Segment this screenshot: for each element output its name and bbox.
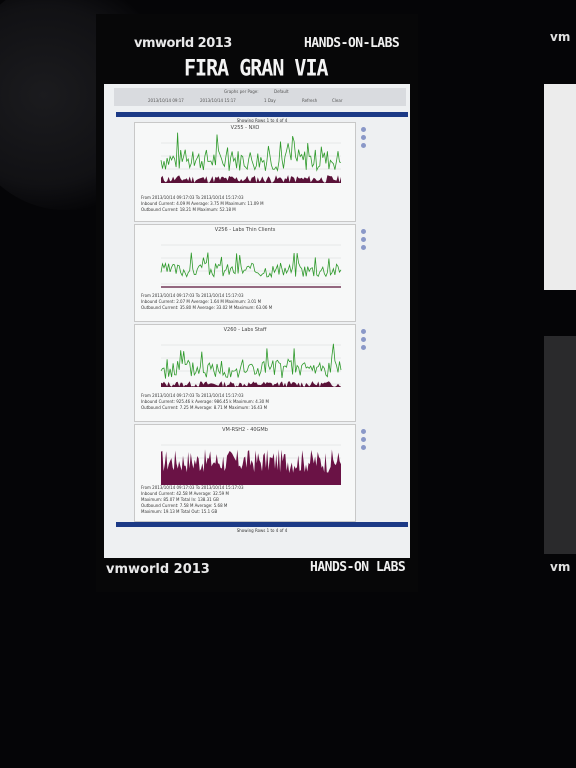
graph-3-plot	[160, 343, 342, 387]
graph-3-range: From 2013/10/14 09:17:03 To 2013/10/14 1…	[141, 393, 244, 398]
graph-2-legend-outbound: Outbound Current: 35.80 M Average: 33.02…	[141, 305, 273, 310]
graph-2-actions[interactable]	[361, 229, 369, 253]
graph-icon[interactable]	[361, 345, 366, 350]
graph-3-outbound-area	[161, 381, 341, 387]
graph-panel-4: VM-RSH2 - 40GMb From 2013/10/14 09:17:03…	[134, 424, 366, 522]
csv-icon[interactable]	[361, 237, 366, 242]
graph-3-legend-inbound: Inbound Current: 925.46 k Average: 986.4…	[141, 399, 269, 404]
showing-rows-bottom: Showing Rows 1 to 4 of 4	[236, 528, 288, 533]
graph-4-traffic-area	[161, 449, 341, 485]
zoom-icon[interactable]	[361, 229, 366, 234]
graph-icon[interactable]	[361, 143, 366, 148]
graph-icon[interactable]	[361, 245, 366, 250]
graph-4-plot	[161, 444, 341, 485]
cacti-graph-screen: Graphs per Page: Default 2013/10/14 09:1…	[104, 84, 410, 558]
graph-3-inbound-line	[160, 343, 342, 379]
graph-title-4: VM-RSH2 - 40GMb	[222, 427, 268, 433]
clear-button[interactable]: Clear	[332, 98, 343, 103]
adjacent-screen-top	[544, 84, 576, 290]
vm-logo-right-bottom: vm	[550, 560, 571, 574]
graph-4-range: From 2013/10/14 09:17:03 To 2013/10/14 1…	[141, 485, 244, 490]
graph-2-plot	[160, 244, 342, 288]
graph-2-legend-inbound: Inbound Current: 2.07 M Average: 1.64 M …	[141, 299, 262, 304]
csv-icon[interactable]	[361, 135, 366, 140]
zoom-icon[interactable]	[361, 329, 366, 334]
timespan-select[interactable]: 1 Day	[264, 98, 276, 103]
graph-1-plot	[160, 132, 342, 183]
vmworld-logo-bottom: vmworld 2013	[106, 562, 210, 577]
csv-icon[interactable]	[361, 337, 366, 342]
graph-title-3: V260 - Labs Staff	[223, 327, 267, 333]
showing-rows-top: Showing Rows 1 to 4 of 4	[236, 118, 288, 123]
graph-3-actions[interactable]	[361, 329, 369, 353]
refresh-button[interactable]: Refresh	[302, 98, 318, 103]
graphs-per-page-label: Graphs per Page:	[224, 89, 259, 94]
adjacent-screen-bottom	[544, 336, 576, 554]
graph-2-inbound-line	[160, 252, 342, 279]
graph-4-legend-line-1: Inbound Current: 42.58 M Average: 32.59 …	[141, 491, 229, 496]
from-date-input[interactable]: 2013/10/14 09:17	[148, 98, 184, 103]
graph-title-2: V256 - Labs Thin Clients	[214, 227, 276, 233]
graph-1-actions[interactable]	[361, 127, 369, 151]
graph-4-legend-line-4: Maximum: 19.13 M Total Out: 15.1 GB	[141, 509, 218, 514]
graph-panel-2: V256 - Labs Thin Clients From 2013/10/14…	[134, 224, 366, 322]
vm-logo-right-top: vm	[550, 30, 571, 44]
venue-title: FIRA GRAN VIA	[184, 54, 329, 82]
csv-icon[interactable]	[361, 437, 366, 442]
graph-2-range: From 2013/10/14 09:17:03 To 2013/10/14 1…	[141, 293, 244, 298]
graph-toolbar: Graphs per Page: Default 2013/10/14 09:1…	[114, 88, 406, 106]
zoom-icon[interactable]	[361, 429, 366, 434]
graph-1-legend-outbound: Outbound Current: 18.21 M Maximum: 52.18…	[141, 207, 236, 212]
graphs-per-page-select[interactable]: Default	[274, 89, 289, 94]
to-date-input[interactable]: 2013/10/14 15:17	[200, 98, 236, 103]
graph-4-legend-line-2: Maximum: 85.07 M Total In: 138.31 GB	[141, 497, 219, 502]
graph-title-1: V255 - NXO	[230, 125, 260, 131]
graph-panel-3: V260 - Labs Staff From 2013/10/14 09:17:…	[134, 324, 366, 422]
graph-1-legend-inbound: Inbound Current: 4.09 M Average: 3.75 M …	[141, 201, 264, 206]
graph-3-legend-outbound: Outbound Current: 7.25 M Average: 8.71 M…	[141, 405, 268, 410]
graph-panel-1: V255 - NXO From 2013/10/14 09:17:03 To 2…	[134, 122, 366, 222]
graph-1-range: From 2013/10/14 09:17:03 To 2013/10/14 1…	[141, 195, 244, 200]
vmworld-logo-top: vmworld 2013	[134, 36, 232, 51]
rows-footer-bar	[116, 522, 408, 527]
hands-on-labs-top: HANDS-ON-LABS	[304, 36, 400, 51]
zoom-icon[interactable]	[361, 127, 366, 132]
graph-4-actions[interactable]	[361, 429, 369, 453]
graph-4-legend-line-3: Outbound Current: 7.58 M Average: 5.68 M	[141, 503, 228, 508]
hands-on-labs-bottom: HANDS-ON LABS	[310, 560, 406, 575]
graph-icon[interactable]	[361, 445, 366, 450]
rows-header-bar	[116, 112, 408, 117]
graph-1-inbound-line	[160, 132, 342, 172]
graph-1-outbound-area	[161, 175, 341, 183]
